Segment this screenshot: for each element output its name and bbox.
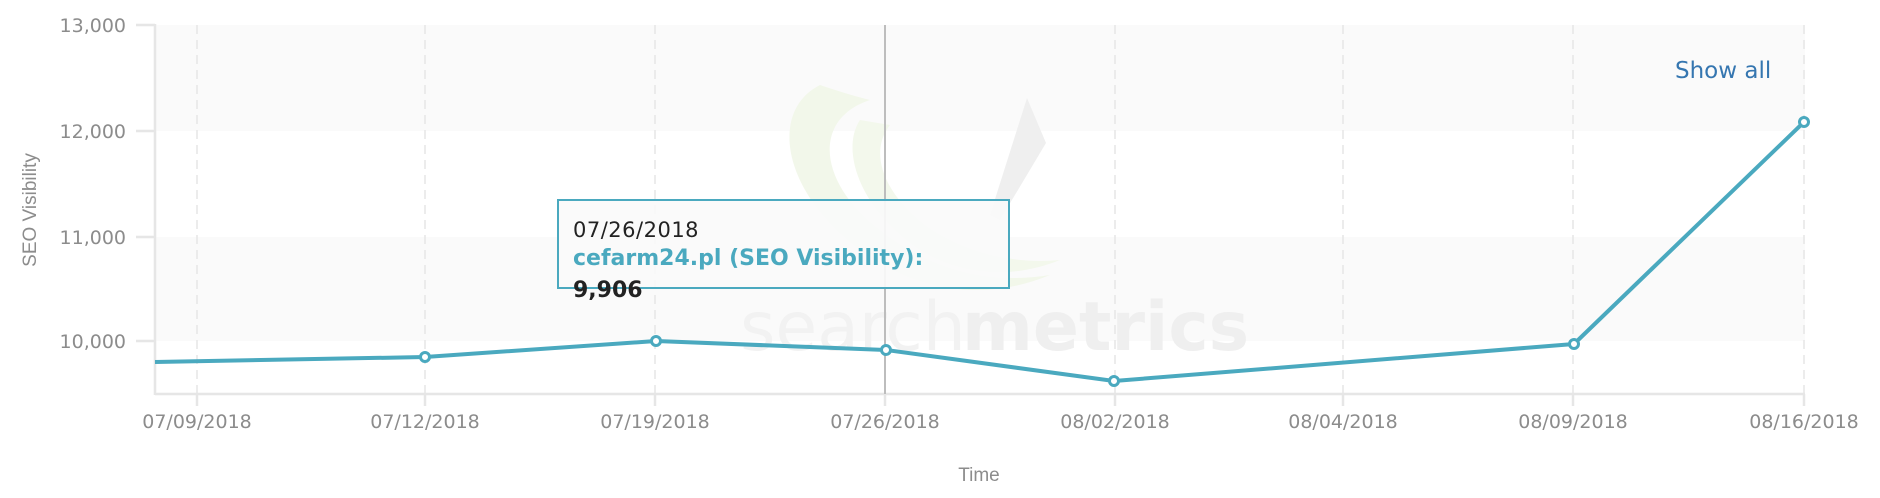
x-tick-label: 07/09/2018 — [142, 411, 252, 433]
tooltip-date: 07/26/2018 — [573, 218, 700, 242]
x-tick-label: 07/12/2018 — [370, 411, 480, 433]
data-point-0726[interactable] — [880, 344, 892, 356]
y-tick-11000: 11,000 — [60, 227, 126, 249]
y-tick-labels: 13,000 12,000 11,000 10,000 — [60, 15, 126, 353]
x-tick-label: 07/26/2018 — [830, 411, 940, 433]
x-tick-label: 08/16/2018 — [1749, 411, 1859, 433]
x-axis-title: Time — [958, 465, 1000, 486]
y-tick-12000: 12,000 — [60, 121, 126, 143]
x-tick-labels: 07/09/2018 07/12/2018 07/19/2018 07/26/2… — [142, 411, 1859, 433]
data-point-0809[interactable] — [1568, 338, 1580, 350]
y-tick-10000: 10,000 — [60, 331, 126, 353]
y-axis-title: SEO Visibility — [20, 153, 41, 267]
x-tick-label: 08/09/2018 — [1518, 411, 1628, 433]
watermark-text-bold: metrics — [962, 288, 1249, 367]
show-all-button[interactable]: Show all — [1675, 58, 1772, 84]
tooltip-series-row: cefarm24.pl (SEO Visibility): 9,906 — [573, 243, 994, 307]
x-tick-label: 08/04/2018 — [1288, 411, 1398, 433]
data-point-0816[interactable] — [1798, 116, 1810, 128]
series-markers[interactable] — [419, 116, 1810, 387]
x-tick-label: 08/02/2018 — [1060, 411, 1170, 433]
grid-band-12000-13000 — [156, 25, 1805, 131]
y-axis — [136, 23, 157, 395]
chart-tooltip: 07/26/2018 cefarm24.pl (SEO Visibility):… — [557, 199, 1010, 303]
tooltip-value: 9,906 — [573, 278, 643, 303]
tooltip-series-label: cefarm24.pl (SEO Visibility): — [573, 246, 924, 271]
x-tick-label: 07/19/2018 — [600, 411, 710, 433]
x-axis — [155, 392, 1806, 406]
data-point-0802[interactable] — [1108, 375, 1120, 387]
y-tick-13000: 13,000 — [60, 15, 126, 37]
data-point-0712[interactable] — [419, 351, 431, 363]
data-point-0719[interactable] — [650, 335, 662, 347]
